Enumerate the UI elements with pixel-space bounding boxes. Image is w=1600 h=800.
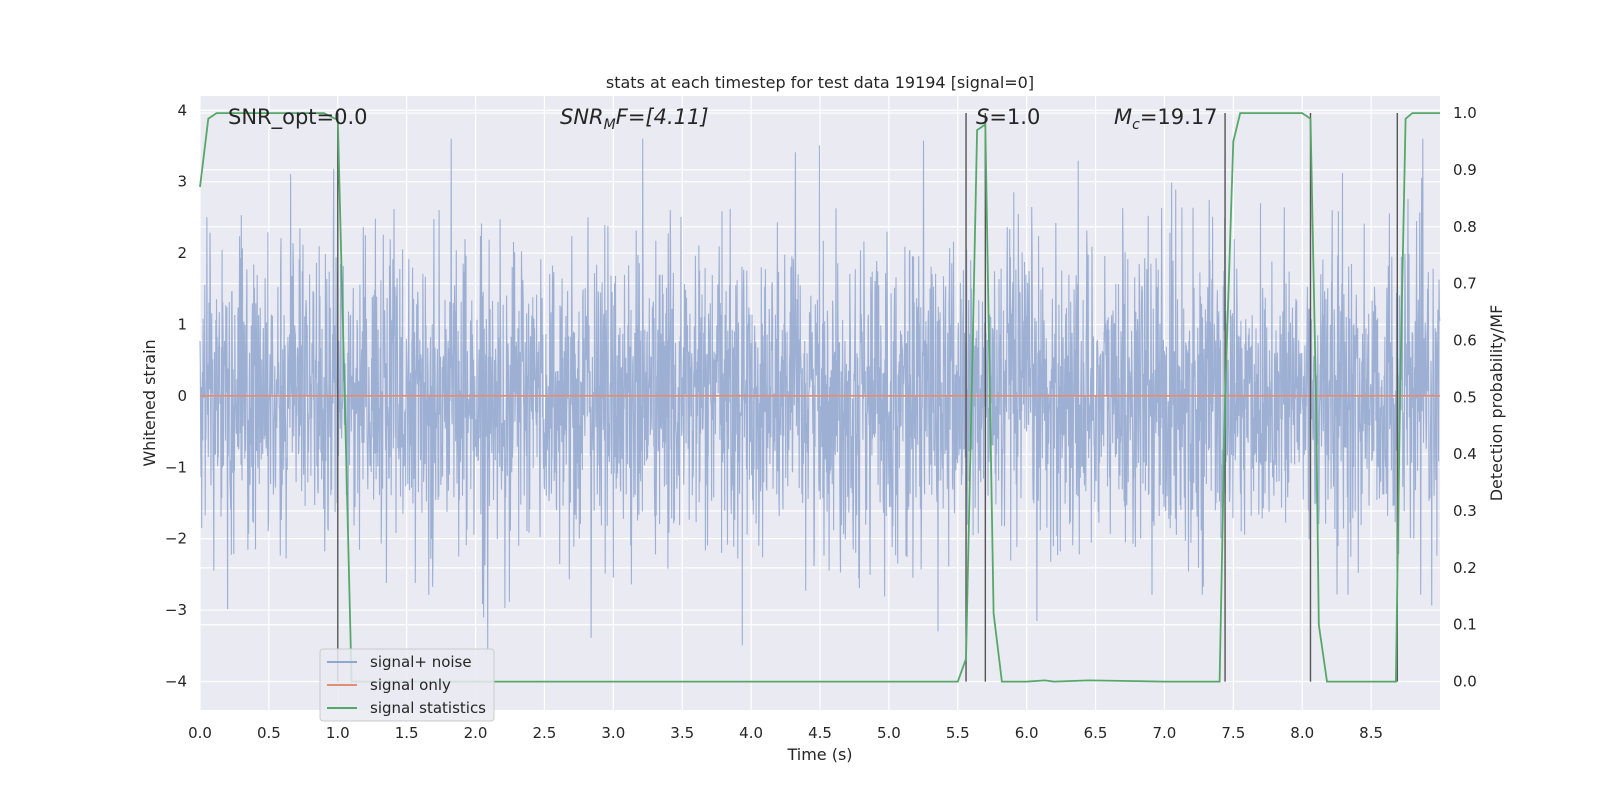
x-tick-label: 1.5 xyxy=(395,724,419,742)
x-tick-label: 6.0 xyxy=(1015,724,1039,742)
annotation-mc: Mc=19.17 xyxy=(1114,105,1218,133)
y2-tick-label: 1.0 xyxy=(1453,104,1477,122)
y2-tick-label: 0.3 xyxy=(1453,502,1477,520)
annotation-s-tail: =1.0 xyxy=(989,105,1040,129)
annotation-mc-tail: =19.17 xyxy=(1140,105,1218,129)
y2-tick-label: 0.9 xyxy=(1453,161,1477,179)
x-tick-label: 3.0 xyxy=(601,724,625,742)
chart-title: stats at each timestep for test data 191… xyxy=(606,73,1034,92)
x-tick-label: 0.0 xyxy=(188,724,212,742)
legend-label-stats: signal statistics xyxy=(370,699,486,717)
x-tick-label: 0.5 xyxy=(257,724,281,742)
x-tick-label: 6.5 xyxy=(1084,724,1108,742)
legend-label-signal: signal only xyxy=(370,676,451,694)
y2-tick-label: 0.7 xyxy=(1453,275,1477,293)
y-tick-label: 1 xyxy=(177,315,187,333)
x-tick-labels: 0.0 0.5 1.0 1.5 2.0 2.5 3.0 3.5 4.0 4.5 5.0 5.5 6.0 6… xyxy=(188,724,1383,742)
x-tick-label: 8.5 xyxy=(1359,724,1383,742)
annotation-snr-mf-main: SNR xyxy=(560,105,604,129)
y2-tick-label: 0.1 xyxy=(1453,616,1477,634)
y-tick-label: 2 xyxy=(177,244,187,262)
annotation-s: S=1.0 xyxy=(976,105,1040,129)
signal-statistics-series xyxy=(199,112,1440,683)
signal-noise-line xyxy=(199,138,1441,649)
annotation-s-main: S xyxy=(976,105,989,129)
legend-box xyxy=(319,648,495,722)
y2-axis-label: Detection probability/MF xyxy=(1487,305,1506,502)
annotation-mc-main: M xyxy=(1114,105,1132,129)
annotation-snr-opt: SNR_opt=0.0 xyxy=(228,105,368,130)
y-tick-labels: −4 −3 −2 −1 0 1 2 3 4 xyxy=(165,101,187,690)
y2-tick-label: 0.2 xyxy=(1453,559,1477,577)
y2-tick-label: 0.6 xyxy=(1453,331,1477,349)
x-tick-label: 4.5 xyxy=(808,724,832,742)
x-tick-label: 1.0 xyxy=(326,724,350,742)
annotation-snr-mf: SNRMF=[4.11] xyxy=(560,105,709,133)
legend-label-noise: signal+ noise xyxy=(370,653,472,671)
y-tick-label: −4 xyxy=(165,672,187,690)
signal-noise-series xyxy=(199,138,1441,649)
annotation-mc-sub: c xyxy=(1132,117,1140,133)
signal-statistics-line xyxy=(199,112,1440,683)
annotation-snr-mf-sub: M xyxy=(604,117,616,133)
y2-tick-label: 0.8 xyxy=(1453,218,1477,236)
x-tick-label: 5.0 xyxy=(877,724,901,742)
x-tick-label: 3.5 xyxy=(670,724,694,742)
annotation-snr-mf-tail: F=[4.11] xyxy=(616,105,709,129)
y2-tick-label: 0.5 xyxy=(1453,388,1477,406)
x-tick-label: 7.0 xyxy=(1153,724,1177,742)
x-axis-label: Time (s) xyxy=(786,745,852,764)
x-tick-label: 2.5 xyxy=(533,724,557,742)
x-tick-label: 2.0 xyxy=(464,724,488,742)
legend: signal+ noise signal only signal statist… xyxy=(319,648,495,722)
y-tick-label: −1 xyxy=(165,458,187,476)
y-tick-label: 4 xyxy=(177,101,187,119)
y-tick-label: 0 xyxy=(177,387,187,405)
x-tick-label: 7.5 xyxy=(1221,724,1245,742)
y-tick-label: 3 xyxy=(177,173,187,191)
y2-tick-label: 0.0 xyxy=(1453,673,1477,691)
x-tick-label: 4.0 xyxy=(739,724,763,742)
y-tick-label: −3 xyxy=(165,601,187,619)
x-tick-label: 5.5 xyxy=(946,724,970,742)
x-tick-label: 8.0 xyxy=(1290,724,1314,742)
y2-tick-label: 0.4 xyxy=(1453,445,1477,463)
y-tick-label: −2 xyxy=(165,530,187,548)
y-axis-label: Whitened strain xyxy=(140,339,159,466)
y2-tick-labels: 0.0 0.1 0.2 0.3 0.4 0.5 0.6 0.7 0.8 0.9 1.0 xyxy=(1453,104,1477,691)
